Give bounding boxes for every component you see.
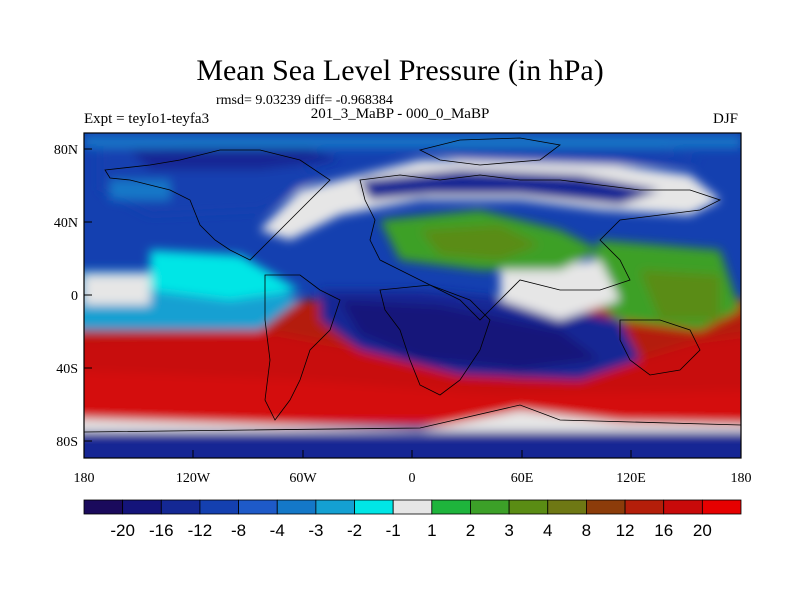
colorbar-swatch [392, 499, 433, 515]
colorbar-swatch [199, 499, 239, 515]
x-tick-label: 60E [511, 471, 534, 486]
colorbar-swatch [701, 499, 742, 515]
x-tick-label: 60W [289, 471, 317, 486]
colorbar-swatch [276, 499, 317, 515]
colorbar-label: -16 [149, 521, 174, 540]
colorbar-label: -12 [188, 521, 213, 540]
colorbar: -20 -16 -12 -8 -4 -3 -2 -1 1 2 3 4 8 12 16 20 [83, 499, 742, 540]
colorbar-label: -1 [386, 521, 401, 540]
season-label: DJF [712, 111, 738, 127]
experiment-label: Expt = teyIo1-teyfa3 [84, 111, 210, 127]
colorbar-swatch [663, 499, 703, 515]
y-tick-label: 80N [54, 143, 78, 158]
colorbar-swatch [315, 499, 355, 515]
colorbar-swatch [547, 499, 587, 515]
colorbar-label: -8 [231, 521, 246, 540]
x-tick-label: 180 [74, 471, 95, 486]
colorbar-label: 20 [693, 521, 712, 540]
colorbar-label: -3 [308, 521, 323, 540]
x-tick-label: 0 [409, 471, 416, 486]
chart-title: Mean Sea Level Pressure (in hPa) [196, 54, 604, 87]
colorbar-swatch [238, 499, 278, 515]
colorbar-swatch [431, 499, 471, 515]
colorbar-label: 3 [504, 521, 513, 540]
colorbar-swatch [83, 499, 124, 515]
colorbar-swatch [354, 499, 394, 515]
colorbar-swatch [624, 499, 665, 515]
colorbar-swatch [586, 499, 626, 515]
x-tick-label: 120E [616, 471, 646, 486]
colorbar-swatch [122, 499, 162, 515]
colorbar-swatch [508, 499, 549, 515]
y-tick-label: 40N [54, 216, 78, 231]
y-tick-label: 40S [56, 362, 78, 377]
colorbar-label: -20 [110, 521, 135, 540]
y-axis: 80N 40N 0 40S 80S [54, 143, 92, 450]
colorbar-label: 12 [616, 521, 635, 540]
y-tick-label: 80S [56, 435, 78, 450]
colorbar-swatch [160, 499, 201, 515]
pressure-field [84, 133, 741, 458]
colorbar-label: 8 [582, 521, 591, 540]
colorbar-label: 16 [654, 521, 673, 540]
x-tick-label: 180 [731, 471, 752, 486]
colorbar-swatch [470, 499, 510, 515]
x-tick-label: 120W [176, 471, 211, 486]
period-label: 201_3_MaBP - 000_0_MaBP [310, 106, 490, 122]
coastlines [84, 137, 741, 433]
colorbar-label: 2 [466, 521, 475, 540]
y-tick-label: 0 [71, 289, 78, 304]
x-axis: 180 120W 60W 0 60E 120E 180 [74, 450, 752, 486]
colorbar-label: 1 [427, 521, 436, 540]
stats-text: rmsd= 9.03239 diff= -0.968384 [216, 93, 393, 108]
colorbar-label: -4 [270, 521, 285, 540]
colorbar-label: -2 [347, 521, 362, 540]
colorbar-label: 4 [543, 521, 552, 540]
